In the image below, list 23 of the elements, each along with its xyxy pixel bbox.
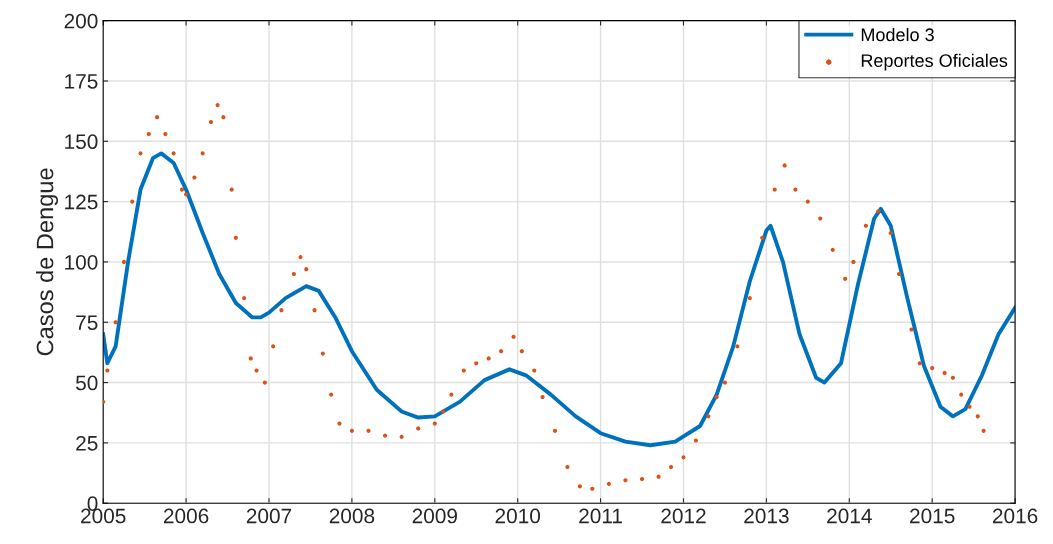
y-axis-title: Casos de Dengue xyxy=(36,168,59,356)
x-tick-label: 2006 xyxy=(163,508,209,524)
y-tick-label: 25 xyxy=(76,435,98,451)
x-tick-label: 2012 xyxy=(661,508,706,524)
x-tick-label: 2010 xyxy=(495,508,541,524)
x-tick-label: 2011 xyxy=(579,508,622,524)
y-tick-label: 50 xyxy=(76,375,98,391)
legend-label: Modelo 3 xyxy=(861,27,934,42)
x-tick-label: 2015 xyxy=(910,508,955,524)
legend-label: Reportes Oficiales xyxy=(861,53,1008,71)
x-tick-label: 2014 xyxy=(827,508,872,524)
y-tick-label: 200 xyxy=(64,13,98,29)
y-tick-label: 100 xyxy=(65,254,98,270)
y-tick-label: 125 xyxy=(65,194,98,210)
y-tick-label: 150 xyxy=(65,134,98,150)
y-tick-label: 175 xyxy=(65,74,98,89)
x-tick-label: 2009 xyxy=(412,508,457,524)
x-tick-label: 2007 xyxy=(246,508,292,524)
y-tick-label: 75 xyxy=(76,315,98,331)
x-tick-label: 2013 xyxy=(744,508,789,524)
x-tick-label: 2008 xyxy=(329,508,375,524)
x-tick-label: 2016 xyxy=(992,508,1038,524)
line-series xyxy=(103,151,1016,448)
